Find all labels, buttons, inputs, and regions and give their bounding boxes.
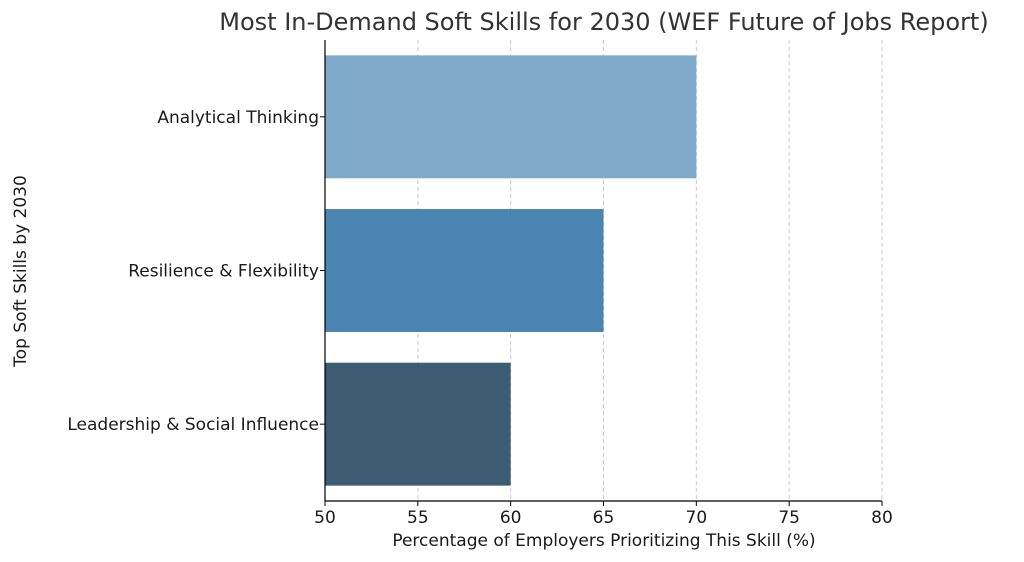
x-axis-label: Percentage of Employers Prioritizing Thi… <box>392 531 815 551</box>
bars <box>325 55 697 486</box>
x-tick-label: 50 <box>314 508 336 528</box>
y-axis-label: Top Soft Skills by 2030 <box>11 175 31 368</box>
x-tick-label: 75 <box>778 508 800 528</box>
y-tick-label: Analytical Thinking <box>157 108 319 128</box>
x-tick-label: 60 <box>500 508 522 528</box>
x-ticks: 50 55 60 65 70 75 80 <box>314 501 893 528</box>
chart-title: Most In-Demand Soft Skills for 2030 (WEF… <box>219 8 988 36</box>
y-tick-label: Resilience & Flexibility <box>128 262 319 282</box>
bar-analytical-thinking <box>325 55 697 179</box>
bar-resilience-flexibility <box>325 209 604 332</box>
x-tick-label: 55 <box>407 508 429 528</box>
y-tick-label: Leadership & Social Influence <box>67 415 319 435</box>
x-tick-label: 80 <box>871 508 893 528</box>
x-tick-label: 70 <box>686 508 708 528</box>
x-tick-label: 65 <box>593 508 615 528</box>
y-ticks: Analytical Thinking Resilience & Flexibil… <box>67 108 325 435</box>
bar-leadership-social-influence <box>325 362 511 486</box>
